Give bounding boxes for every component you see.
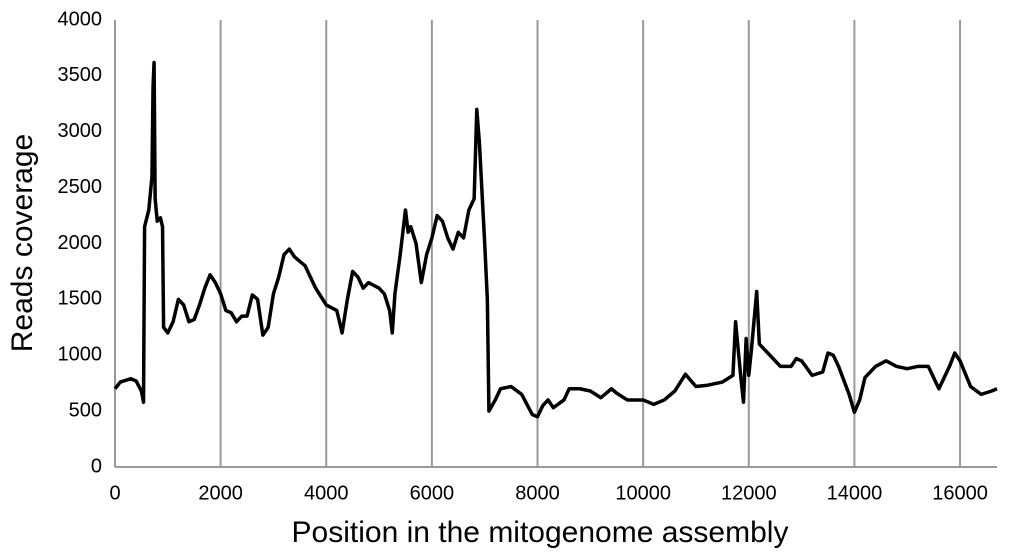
y-axis-title: Reads coverage [6,134,39,352]
x-tick-label: 8000 [515,482,560,504]
data-line [113,60,998,419]
y-tick-label: 500 [69,399,102,421]
y-tick-label: 3500 [58,64,103,86]
y-tick-label: 4000 [58,8,103,30]
x-tick-label: 4000 [304,482,349,504]
y-tick-label: 0 [91,455,102,477]
y-tick-label: 2500 [58,176,103,198]
x-tick-label: 6000 [410,482,455,504]
y-tick-label: 2000 [58,232,103,254]
x-tick-label: 14000 [827,482,883,504]
y-tick-label: 3000 [58,120,103,142]
x-axis-title: Position in the mitogenome assembly [292,516,789,549]
x-tick-label: 0 [109,482,120,504]
x-tick-label: 10000 [615,482,671,504]
x-tick-label: 12000 [721,482,777,504]
x-tick-label: 2000 [198,482,243,504]
x-tick-label: 16000 [932,482,988,504]
y-tick-label: 1000 [58,344,103,366]
y-tick-label: 1500 [58,288,103,310]
